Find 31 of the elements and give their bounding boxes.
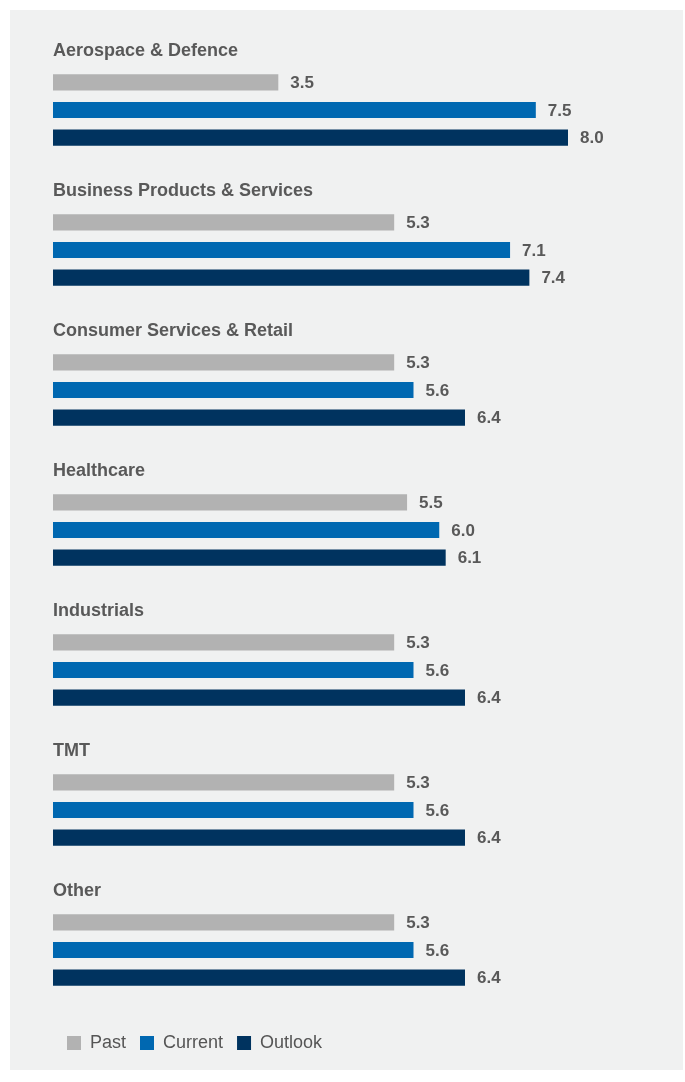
data-label: 6.0 bbox=[451, 520, 475, 540]
legend-label: Past bbox=[90, 1031, 127, 1052]
data-label: 7.1 bbox=[522, 240, 546, 260]
data-label: 5.6 bbox=[425, 660, 450, 680]
data-label: 6.4 bbox=[477, 408, 502, 428]
y-tick-label: Aerospace & Defence bbox=[53, 39, 239, 60]
data-label: 3.5 bbox=[290, 73, 314, 93]
data-label: 7.4 bbox=[541, 268, 566, 288]
y-tick-label: Other bbox=[53, 879, 102, 900]
data-label: 5.6 bbox=[425, 940, 450, 960]
y-tick-label: Industrials bbox=[53, 599, 145, 620]
data-label: 6.1 bbox=[457, 548, 482, 568]
y-tick-label: Consumer Services & Retail bbox=[53, 319, 294, 340]
y-tick-label: Business Products & Services bbox=[53, 179, 314, 200]
data-label: 6.4 bbox=[477, 968, 502, 988]
y-tick-label: TMT bbox=[53, 739, 90, 760]
data-label: 6.4 bbox=[477, 828, 502, 848]
data-label: 5.6 bbox=[425, 800, 450, 820]
data-label: 7.5 bbox=[547, 100, 572, 120]
data-label: 5.5 bbox=[419, 493, 443, 513]
data-label: 5.6 bbox=[425, 380, 450, 400]
data-label: 5.3 bbox=[406, 773, 430, 793]
data-label: 5.3 bbox=[406, 213, 430, 233]
data-label: 5.3 bbox=[406, 913, 430, 933]
legend-label: Outlook bbox=[260, 1031, 324, 1052]
data-label: 5.3 bbox=[406, 353, 430, 373]
y-tick-label: Healthcare bbox=[53, 459, 146, 480]
legend-label: Current bbox=[163, 1031, 224, 1052]
data-label: 8.0 bbox=[580, 128, 604, 148]
data-label: 5.3 bbox=[406, 633, 430, 653]
data-label: 6.4 bbox=[477, 688, 502, 708]
